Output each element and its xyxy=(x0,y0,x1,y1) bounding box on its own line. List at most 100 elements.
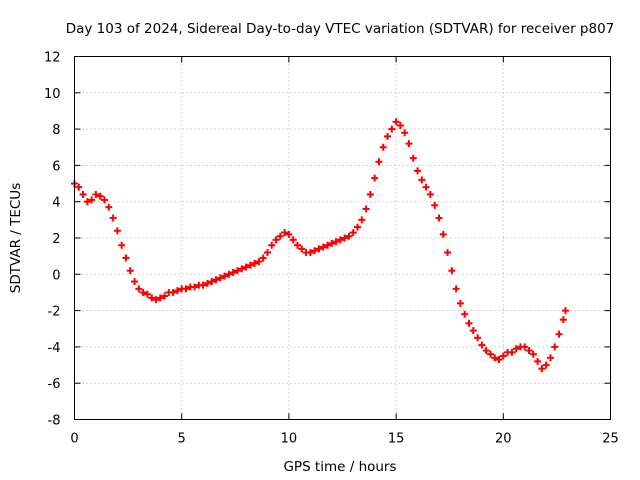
x-tick-label: 5 xyxy=(178,432,186,447)
data-point xyxy=(456,299,464,307)
data-point xyxy=(482,347,490,355)
data-point xyxy=(268,241,276,249)
data-point xyxy=(289,236,297,244)
data-point xyxy=(238,265,246,273)
data-point xyxy=(139,288,147,296)
data-point xyxy=(229,268,237,276)
y-tick-label: 0 xyxy=(52,268,60,283)
data-point xyxy=(169,288,177,296)
data-point xyxy=(426,190,434,198)
data-point xyxy=(401,129,409,137)
data-point xyxy=(143,290,151,298)
x-tick-label: 20 xyxy=(495,432,512,447)
y-tick-label: 12 xyxy=(44,51,61,66)
data-point xyxy=(499,352,507,360)
x-tick-label: 25 xyxy=(602,432,619,447)
data-point xyxy=(156,294,164,302)
data-point xyxy=(559,316,567,324)
data-point xyxy=(469,327,477,335)
data-point xyxy=(542,361,550,369)
data-point xyxy=(319,243,327,251)
data-point xyxy=(508,348,516,356)
data-point xyxy=(212,276,220,284)
data-point xyxy=(371,174,379,182)
data-point xyxy=(225,270,233,278)
data-point xyxy=(276,232,284,240)
data-point xyxy=(92,190,100,198)
data-point xyxy=(332,238,340,246)
data-point xyxy=(272,236,280,244)
x-tick-label: 15 xyxy=(388,432,405,447)
data-point xyxy=(534,357,542,365)
data-point xyxy=(246,261,254,269)
data-point xyxy=(512,345,520,353)
data-point xyxy=(392,118,400,126)
data-point xyxy=(336,236,344,244)
plot-frame xyxy=(74,56,611,420)
axis-ticks: 0 5 10 15 20 25 -8 -6 -4 -2 0 2 4 6 8 10 12 xyxy=(44,51,619,447)
data-point xyxy=(323,241,331,249)
data-point xyxy=(375,158,383,166)
data-point xyxy=(366,190,374,198)
data-point xyxy=(409,154,417,162)
data-point xyxy=(293,241,301,249)
data-point xyxy=(79,190,87,198)
data-point xyxy=(341,234,349,242)
data-point xyxy=(208,278,216,286)
data-point xyxy=(109,214,117,222)
data-point xyxy=(161,292,169,300)
data-point xyxy=(345,232,353,240)
chart-title: Day 103 of 2024, Sidereal Day-to-day VTE… xyxy=(66,21,615,37)
data-point xyxy=(199,281,207,289)
data-point xyxy=(444,249,452,257)
data-point xyxy=(255,258,263,266)
data-point xyxy=(263,249,271,257)
data-point xyxy=(546,354,554,362)
data-point xyxy=(362,205,370,213)
y-axis-label: SDTVAR / TECUs xyxy=(8,183,24,293)
data-point xyxy=(216,274,224,282)
data-point xyxy=(191,283,199,291)
data-point xyxy=(384,132,392,140)
data-point xyxy=(259,254,267,262)
data-point xyxy=(122,254,130,262)
data-point xyxy=(465,319,473,327)
data-point xyxy=(452,285,460,293)
y-tick-label: 8 xyxy=(52,123,60,138)
data-point xyxy=(422,183,430,191)
data-point xyxy=(182,285,190,293)
data-point xyxy=(203,279,211,287)
y-tick-label: 6 xyxy=(52,159,60,174)
data-point xyxy=(83,198,91,206)
grid xyxy=(74,56,611,420)
data-point xyxy=(414,167,422,175)
data-point xyxy=(96,192,104,200)
data-point xyxy=(561,307,569,315)
data-point xyxy=(113,227,121,235)
data-point xyxy=(152,296,160,304)
data-point xyxy=(396,121,404,129)
data-point xyxy=(525,347,533,355)
data-point xyxy=(221,272,229,280)
data-point xyxy=(135,285,143,293)
data-point xyxy=(88,196,96,204)
data-point xyxy=(75,183,83,191)
y-tick-label: -2 xyxy=(48,305,61,320)
data-point xyxy=(521,343,529,351)
x-axis-label: GPS time / hours xyxy=(283,459,396,475)
data-point xyxy=(148,294,156,302)
y-tick-label: -8 xyxy=(48,414,61,429)
data-point xyxy=(118,241,126,249)
data-point xyxy=(105,203,113,211)
y-tick-label: 10 xyxy=(44,87,61,102)
data-point xyxy=(242,263,250,271)
data-point xyxy=(439,230,447,238)
data-point xyxy=(126,267,134,275)
x-tick-label: 0 xyxy=(70,432,78,447)
data-point xyxy=(461,310,469,318)
data-point xyxy=(474,334,482,342)
data-point xyxy=(418,176,426,184)
data-point xyxy=(354,223,362,231)
y-tick-label: 2 xyxy=(52,232,60,247)
